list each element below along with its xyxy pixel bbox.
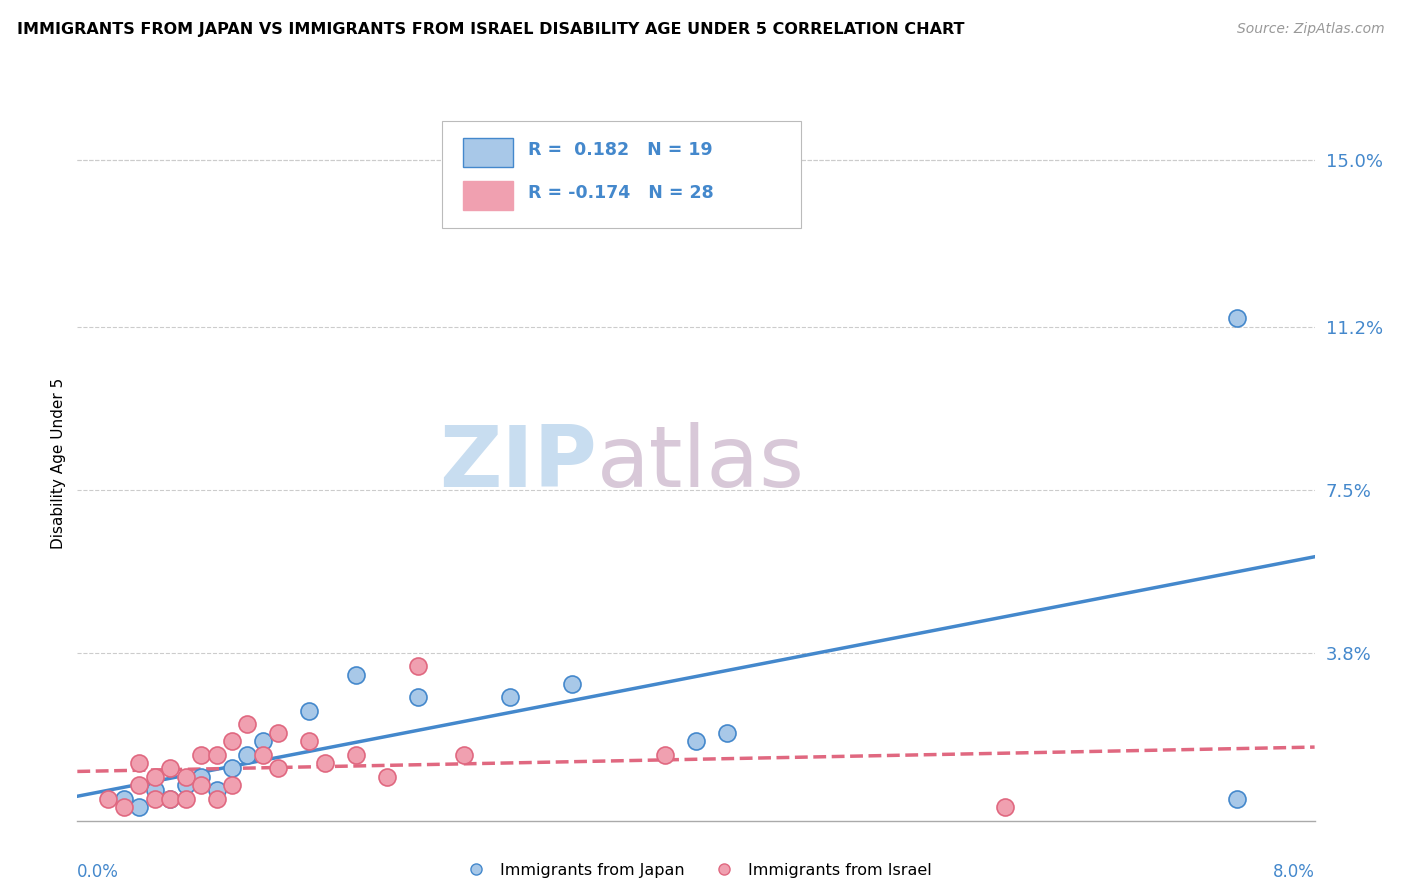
Point <box>205 791 228 805</box>
Point <box>159 791 181 805</box>
Point <box>205 747 228 762</box>
Point <box>344 668 367 682</box>
Point <box>221 734 243 748</box>
Point <box>143 770 166 784</box>
Point <box>221 778 243 792</box>
Text: 8.0%: 8.0% <box>1272 863 1315 881</box>
Text: 0.0%: 0.0% <box>77 863 120 881</box>
Point <box>112 800 135 814</box>
Point <box>314 756 336 771</box>
Y-axis label: Disability Age Under 5: Disability Age Under 5 <box>51 378 66 549</box>
Point <box>252 747 274 762</box>
Point <box>190 770 212 784</box>
Point <box>1226 791 1249 805</box>
Point <box>406 690 429 705</box>
Point <box>97 791 120 805</box>
Point <box>685 734 707 748</box>
Point <box>561 677 583 691</box>
Point <box>190 747 212 762</box>
Point <box>453 747 475 762</box>
Point <box>190 778 212 792</box>
Point <box>174 770 197 784</box>
Point <box>143 791 166 805</box>
Point <box>221 761 243 775</box>
Point <box>128 778 150 792</box>
Point <box>205 782 228 797</box>
Point <box>654 747 676 762</box>
Point <box>716 725 738 739</box>
Point <box>174 791 197 805</box>
Point <box>1226 311 1249 326</box>
Point <box>344 747 367 762</box>
Text: R =  0.182   N = 19: R = 0.182 N = 19 <box>527 141 713 159</box>
Point <box>159 791 181 805</box>
Bar <box>464 138 513 167</box>
Bar <box>464 181 513 210</box>
Text: atlas: atlas <box>598 422 806 506</box>
Point <box>994 800 1017 814</box>
Point <box>252 734 274 748</box>
Point <box>174 778 197 792</box>
Text: ZIP: ZIP <box>439 422 598 506</box>
Point <box>143 782 166 797</box>
Point <box>267 725 290 739</box>
Point <box>406 659 429 673</box>
Point <box>236 716 259 731</box>
Point <box>112 791 135 805</box>
Text: R = -0.174   N = 28: R = -0.174 N = 28 <box>527 184 713 202</box>
Legend: Immigrants from Japan, Immigrants from Israel: Immigrants from Japan, Immigrants from I… <box>454 856 938 884</box>
Point <box>499 690 522 705</box>
Point <box>159 761 181 775</box>
Point <box>298 734 321 748</box>
Point <box>128 800 150 814</box>
Text: Source: ZipAtlas.com: Source: ZipAtlas.com <box>1237 22 1385 37</box>
Point <box>298 704 321 718</box>
Point <box>128 756 150 771</box>
Point <box>236 747 259 762</box>
FancyBboxPatch shape <box>443 121 801 228</box>
Point <box>267 761 290 775</box>
Point <box>375 770 398 784</box>
Text: IMMIGRANTS FROM JAPAN VS IMMIGRANTS FROM ISRAEL DISABILITY AGE UNDER 5 CORRELATI: IMMIGRANTS FROM JAPAN VS IMMIGRANTS FROM… <box>17 22 965 37</box>
